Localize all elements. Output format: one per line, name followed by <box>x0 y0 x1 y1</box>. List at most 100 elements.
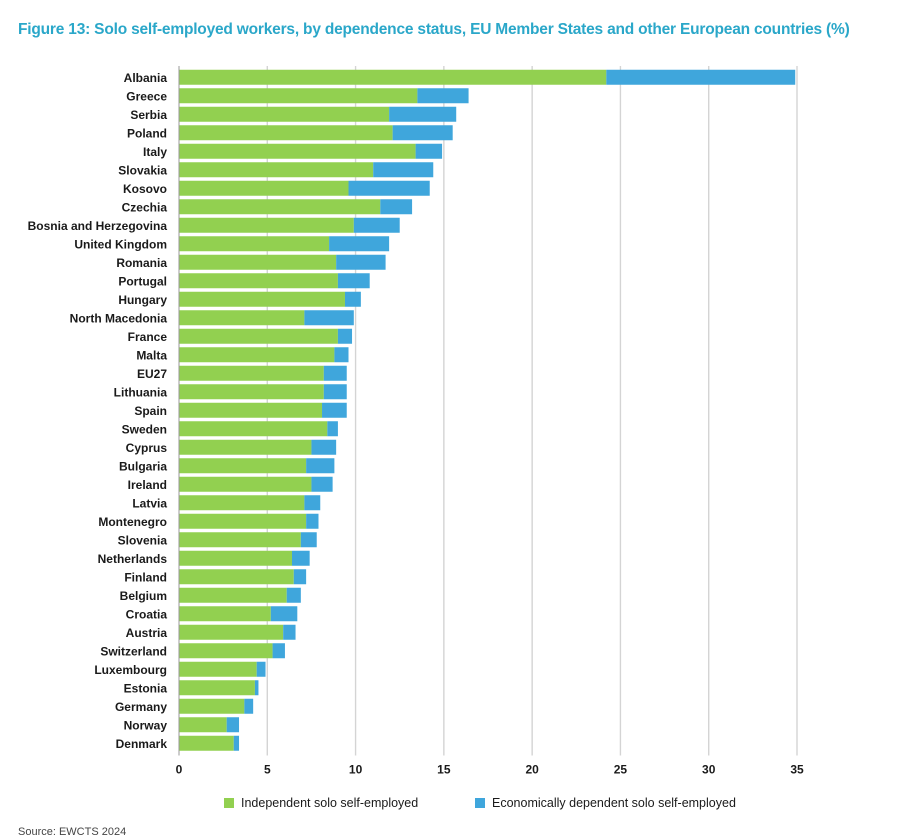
category-label: Germany <box>115 700 167 714</box>
bars <box>179 69 796 751</box>
bar-dependent <box>606 69 796 85</box>
category-label: Romania <box>116 256 167 270</box>
category-label: Spain <box>134 404 167 418</box>
category-labels: Albania Greece Serbia Poland Italy Slovakia Ko… <box>28 71 168 751</box>
legend-item-dependent: Economically dependent solo self-employe… <box>475 796 736 810</box>
bar-dependent <box>337 328 353 344</box>
bar-dependent <box>226 717 240 733</box>
bar-dependent <box>306 458 335 474</box>
bar-independent <box>179 476 312 492</box>
bar-dependent <box>334 347 349 363</box>
bar-independent <box>179 125 393 141</box>
category-label: Finland <box>124 570 167 584</box>
category-label: Lithuania <box>114 385 168 399</box>
category-label: Estonia <box>124 681 168 695</box>
bar-independent <box>179 347 335 363</box>
bar-dependent <box>293 569 307 585</box>
bar-dependent <box>304 495 321 511</box>
bar-independent <box>179 587 287 603</box>
bar-dependent <box>373 162 434 178</box>
legend-swatch-dependent <box>475 798 485 808</box>
category-label: United Kingdom <box>74 237 167 251</box>
category-label: Luxembourg <box>94 663 167 677</box>
bar-independent <box>179 328 338 344</box>
bar-dependent <box>283 624 296 640</box>
category-label: Slovenia <box>118 533 168 547</box>
bar-independent <box>179 291 345 307</box>
bar-independent <box>179 513 307 529</box>
bar-independent <box>179 365 324 381</box>
bar-dependent <box>272 643 285 659</box>
category-label: Greece <box>126 89 167 103</box>
bar-independent <box>179 495 305 511</box>
bar-independent <box>179 421 328 437</box>
bar-independent <box>179 217 354 233</box>
bar-independent <box>179 735 234 751</box>
category-label: Austria <box>126 626 168 640</box>
bar-dependent <box>389 106 457 122</box>
bar-dependent <box>292 550 310 566</box>
bar-dependent <box>322 402 347 418</box>
bar-dependent <box>337 273 370 289</box>
category-label: Latvia <box>132 496 167 510</box>
bar-independent <box>179 624 284 640</box>
bar-independent <box>179 717 227 733</box>
bar-independent <box>179 199 381 215</box>
bar-dependent <box>233 735 240 751</box>
bar-dependent <box>380 199 413 215</box>
bar-dependent <box>256 661 266 677</box>
bar-independent <box>179 402 323 418</box>
category-label: Belgium <box>120 589 167 603</box>
bar-dependent <box>323 384 347 400</box>
legend: Independent solo self-employed Economica… <box>0 796 900 816</box>
bar-dependent <box>304 310 354 326</box>
category-label: Serbia <box>130 108 167 122</box>
bar-dependent <box>244 698 254 714</box>
bar-dependent <box>254 680 259 696</box>
bar-dependent <box>306 513 319 529</box>
bar-independent <box>179 106 390 122</box>
bar-dependent <box>300 532 317 548</box>
bar-dependent <box>311 476 333 492</box>
category-label: Poland <box>127 126 167 140</box>
bar-dependent <box>344 291 361 307</box>
category-label: Slovakia <box>118 163 167 177</box>
category-label: Croatia <box>126 607 168 621</box>
bar-dependent <box>286 587 301 603</box>
category-label: Norway <box>124 718 168 732</box>
bar-dependent <box>329 236 390 252</box>
category-label: Switzerland <box>100 644 167 658</box>
bar-independent <box>179 439 312 455</box>
x-tick-label: 0 <box>176 763 183 777</box>
bar-dependent <box>353 217 400 233</box>
bar-independent <box>179 310 305 326</box>
legend-label-dependent: Economically dependent solo self-employe… <box>492 796 736 810</box>
bar-dependent <box>417 88 469 104</box>
bar-independent <box>179 606 271 622</box>
x-tick-label: 35 <box>790 763 804 777</box>
category-label: Montenegro <box>98 515 167 529</box>
x-tick-label: 20 <box>525 763 539 777</box>
category-label: Portugal <box>118 274 167 288</box>
category-label: EU27 <box>137 367 167 381</box>
category-label: Kosovo <box>123 182 167 196</box>
x-tick-label: 25 <box>614 763 628 777</box>
bar-independent <box>179 273 338 289</box>
bar-independent <box>179 550 293 566</box>
category-label: France <box>128 330 168 344</box>
bar-independent <box>179 661 257 677</box>
source-note: Source: EWCTS 2024 <box>18 826 127 838</box>
category-label: Ireland <box>128 478 167 492</box>
category-label: Hungary <box>118 293 167 307</box>
legend-label-independent: Independent solo self-employed <box>241 796 419 810</box>
category-label: Sweden <box>122 422 167 436</box>
bar-independent <box>179 69 607 85</box>
bar-independent <box>179 643 273 659</box>
figure-title: Figure 13: Solo self-employed workers, b… <box>18 21 850 38</box>
bar-independent <box>179 236 330 252</box>
category-label: Czechia <box>122 200 168 214</box>
bar-independent <box>179 88 418 104</box>
bar-dependent <box>323 365 347 381</box>
category-label: Denmark <box>116 737 168 751</box>
bar-dependent <box>415 143 443 159</box>
